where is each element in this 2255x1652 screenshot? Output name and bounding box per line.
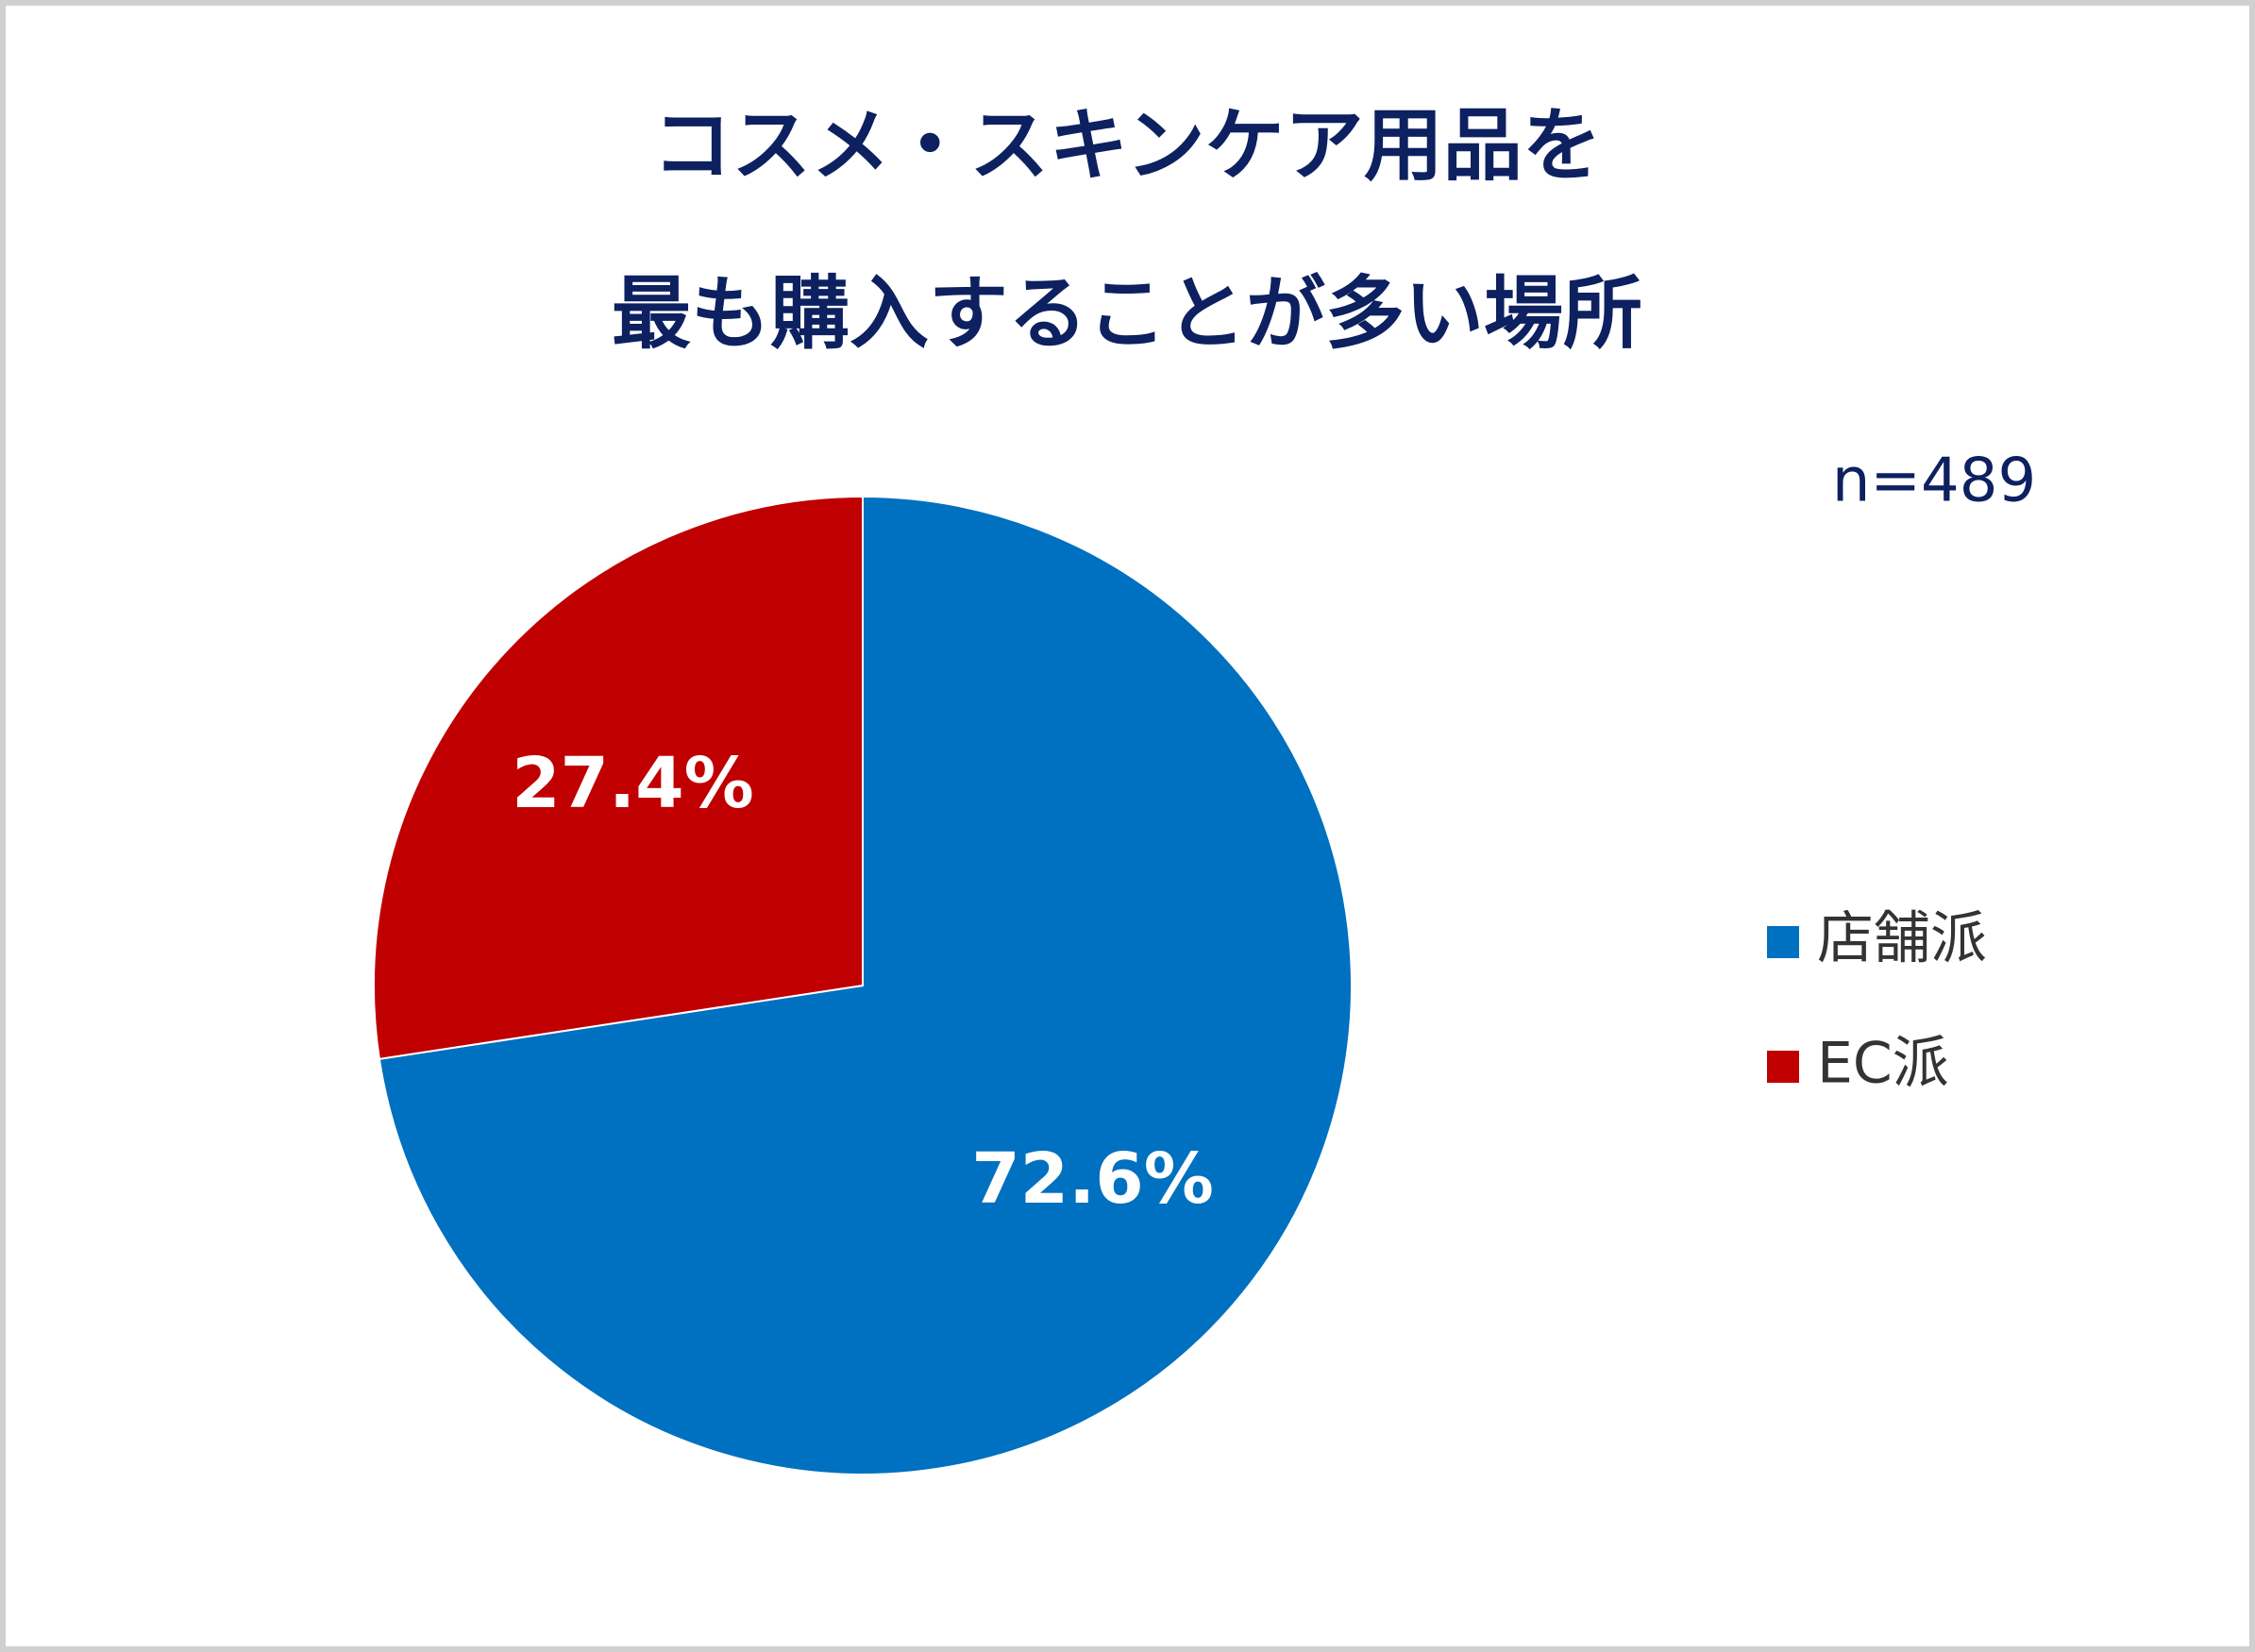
legend-label: 店舗派 (1817, 906, 1987, 972)
pie-slice (378, 495, 1353, 1475)
data-label: 72.6% (971, 1138, 1214, 1220)
chart-title: コスメ・スキンケア用品を (652, 99, 1601, 192)
data-label: 27.4% (512, 743, 754, 824)
legend-swatch (1767, 1051, 1799, 1083)
chart-title: 最も購入することが多い場所 (612, 267, 1642, 360)
pie-slice (373, 495, 864, 1060)
legend-label: EC派 (1817, 1031, 1949, 1097)
legend-swatch (1767, 926, 1799, 958)
annotation: n=489 (1832, 447, 2036, 516)
